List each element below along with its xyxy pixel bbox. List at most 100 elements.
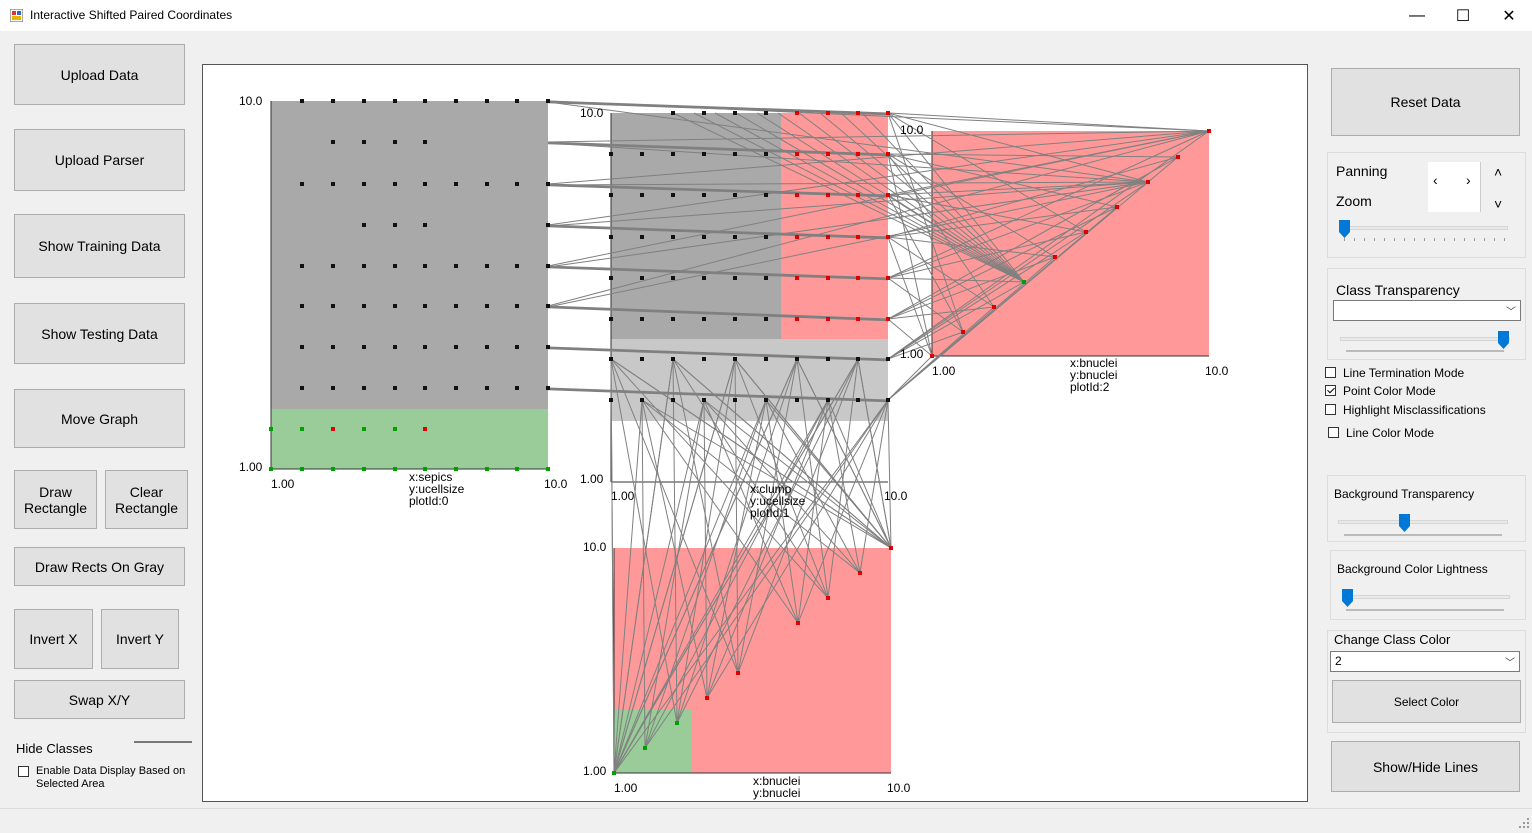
pan-left-icon[interactable]: ‹ <box>1433 172 1438 188</box>
minimize-button[interactable]: — <box>1394 0 1440 31</box>
connector-line <box>547 181 1149 227</box>
invert-x-button[interactable]: Invert X <box>14 609 93 669</box>
plot1-x-max-label: 10.0 <box>884 489 908 503</box>
upload-data-button[interactable]: Upload Data <box>14 44 185 105</box>
background-lightness-slider-thumb[interactable] <box>1342 589 1353 607</box>
connector-line <box>547 389 889 403</box>
chevron-down-icon: ﹀ <box>1505 658 1515 669</box>
connector-line <box>735 112 1025 283</box>
class-transparency-select[interactable]: ﹀ <box>1333 300 1521 321</box>
connector-line <box>887 130 1210 279</box>
plot1-point <box>640 398 644 402</box>
zoom-slider-track[interactable] <box>1340 226 1508 230</box>
plot-canvas[interactable]: 10.0 1.00 1.00 10.0 x:sepics y:ucellsize plotI… <box>202 64 1308 802</box>
plot1-x-min-label: 1.00 <box>611 489 635 503</box>
window-title: Interactive Shifted Paired Coordinates <box>30 8 233 22</box>
plot1-point <box>733 317 737 321</box>
point-color-mode-checkbox[interactable] <box>1325 385 1336 396</box>
line-termination-mode-checkbox[interactable] <box>1325 367 1336 378</box>
plot1-x-attr-label: x:clump <box>750 482 792 496</box>
draw-rectangle-button[interactable]: Draw Rectangle <box>14 470 97 529</box>
connector-line <box>887 318 933 357</box>
plot1-y-max-label: 10.0 <box>580 106 604 120</box>
connector-line <box>547 101 889 115</box>
plot0-point <box>423 182 427 186</box>
background-lightness-tickbar <box>1346 609 1504 611</box>
zoom-slider-thumb[interactable] <box>1339 220 1350 238</box>
connector-line <box>547 347 889 361</box>
plot1-point <box>856 398 860 402</box>
close-button[interactable]: ✕ <box>1486 0 1532 31</box>
plot0-point <box>485 386 489 390</box>
background-lightness-group <box>1330 550 1526 620</box>
plot2-point <box>961 330 965 334</box>
plot0-point <box>393 467 397 471</box>
title-bar: Interactive Shifted Paired Coordinates —… <box>0 0 1532 31</box>
plot0-point <box>362 182 366 186</box>
connector-line <box>756 112 1025 283</box>
plot0-point <box>515 99 519 103</box>
plot3-x-attr-label: x:bnuclei <box>753 774 800 788</box>
reset-data-button[interactable]: Reset Data <box>1331 68 1520 136</box>
background-lightness-slider-track[interactable] <box>1342 595 1510 599</box>
connector-line <box>613 358 798 774</box>
pan-right-icon[interactable]: › <box>1466 172 1471 188</box>
connector-line <box>547 306 889 321</box>
resize-grip-icon[interactable] <box>1518 817 1530 829</box>
plot0-point <box>515 386 519 390</box>
draw-rects-on-gray-button[interactable]: Draw Rects On Gray <box>14 547 185 586</box>
connector-line <box>547 387 889 401</box>
connector-line <box>887 256 1056 320</box>
hide-classes-label: Hide Classes <box>16 741 93 756</box>
class-transparency-slider-track[interactable] <box>1340 337 1510 341</box>
plot1-point <box>671 398 675 402</box>
plot1-point <box>671 235 675 239</box>
point-color-mode-label: Point Color Mode <box>1343 384 1436 398</box>
show-training-data-button[interactable]: Show Training Data <box>14 214 185 278</box>
clear-rectangle-button[interactable]: Clear Rectangle <box>105 470 188 529</box>
plot1-point <box>795 152 799 156</box>
connector-line <box>547 142 889 156</box>
plot0-x-max-label: 10.0 <box>544 477 568 491</box>
plot0-point <box>546 264 550 268</box>
plot2-point <box>992 305 996 309</box>
plot3-y-min-label: 1.00 <box>583 764 607 778</box>
connector-line <box>887 399 892 549</box>
show-testing-data-button[interactable]: Show Testing Data <box>14 303 185 364</box>
select-color-button[interactable]: Select Color <box>1332 680 1521 723</box>
plot2-x-attr-label: x:bnuclei <box>1070 356 1117 370</box>
connector-line <box>547 184 889 197</box>
connector-line <box>613 358 674 774</box>
move-graph-button[interactable]: Move Graph <box>14 389 185 448</box>
plot1-point <box>702 152 706 156</box>
plot1-point <box>640 317 644 321</box>
connector-line <box>547 183 889 196</box>
connector-line <box>641 399 708 699</box>
class-transparency-group <box>1327 268 1526 360</box>
show-hide-lines-button[interactable]: Show/Hide Lines <box>1331 741 1520 792</box>
pan-up-icon[interactable]: ˄ <box>1494 164 1503 180</box>
plot1-point <box>702 276 706 280</box>
plot-svg[interactable]: 10.01.001.00 10.0x:sepicsy:ucellsizeplotI… <box>203 65 1307 801</box>
connector-line <box>547 130 1210 143</box>
plot1-y-min-label: 1.00 <box>580 472 604 486</box>
line-color-mode-checkbox[interactable] <box>1328 427 1339 438</box>
invert-y-button[interactable]: Invert Y <box>101 609 179 669</box>
connector-line <box>547 130 1210 267</box>
swap-xy-button[interactable]: Swap X/Y <box>14 680 185 719</box>
plot0-point <box>393 264 397 268</box>
plot0-point <box>546 223 550 227</box>
maximize-button[interactable]: ☐ <box>1440 0 1486 31</box>
highlight-misclassifications-checkbox[interactable] <box>1325 404 1336 415</box>
class-transparency-slider-thumb[interactable] <box>1498 331 1509 349</box>
background-transparency-slider-track[interactable] <box>1338 520 1508 524</box>
pan-down-icon[interactable]: ˅ <box>1494 196 1503 212</box>
connector-line <box>672 112 1025 283</box>
upload-parser-button[interactable]: Upload Parser <box>14 129 185 191</box>
enable-data-display-checkbox[interactable] <box>18 766 29 777</box>
connector-line <box>613 399 705 774</box>
class-color-select[interactable]: 2 ﹀ <box>1330 651 1520 672</box>
panning-label: Panning <box>1336 163 1388 179</box>
background-transparency-slider-thumb[interactable] <box>1399 514 1410 532</box>
plot0-point <box>515 182 519 186</box>
